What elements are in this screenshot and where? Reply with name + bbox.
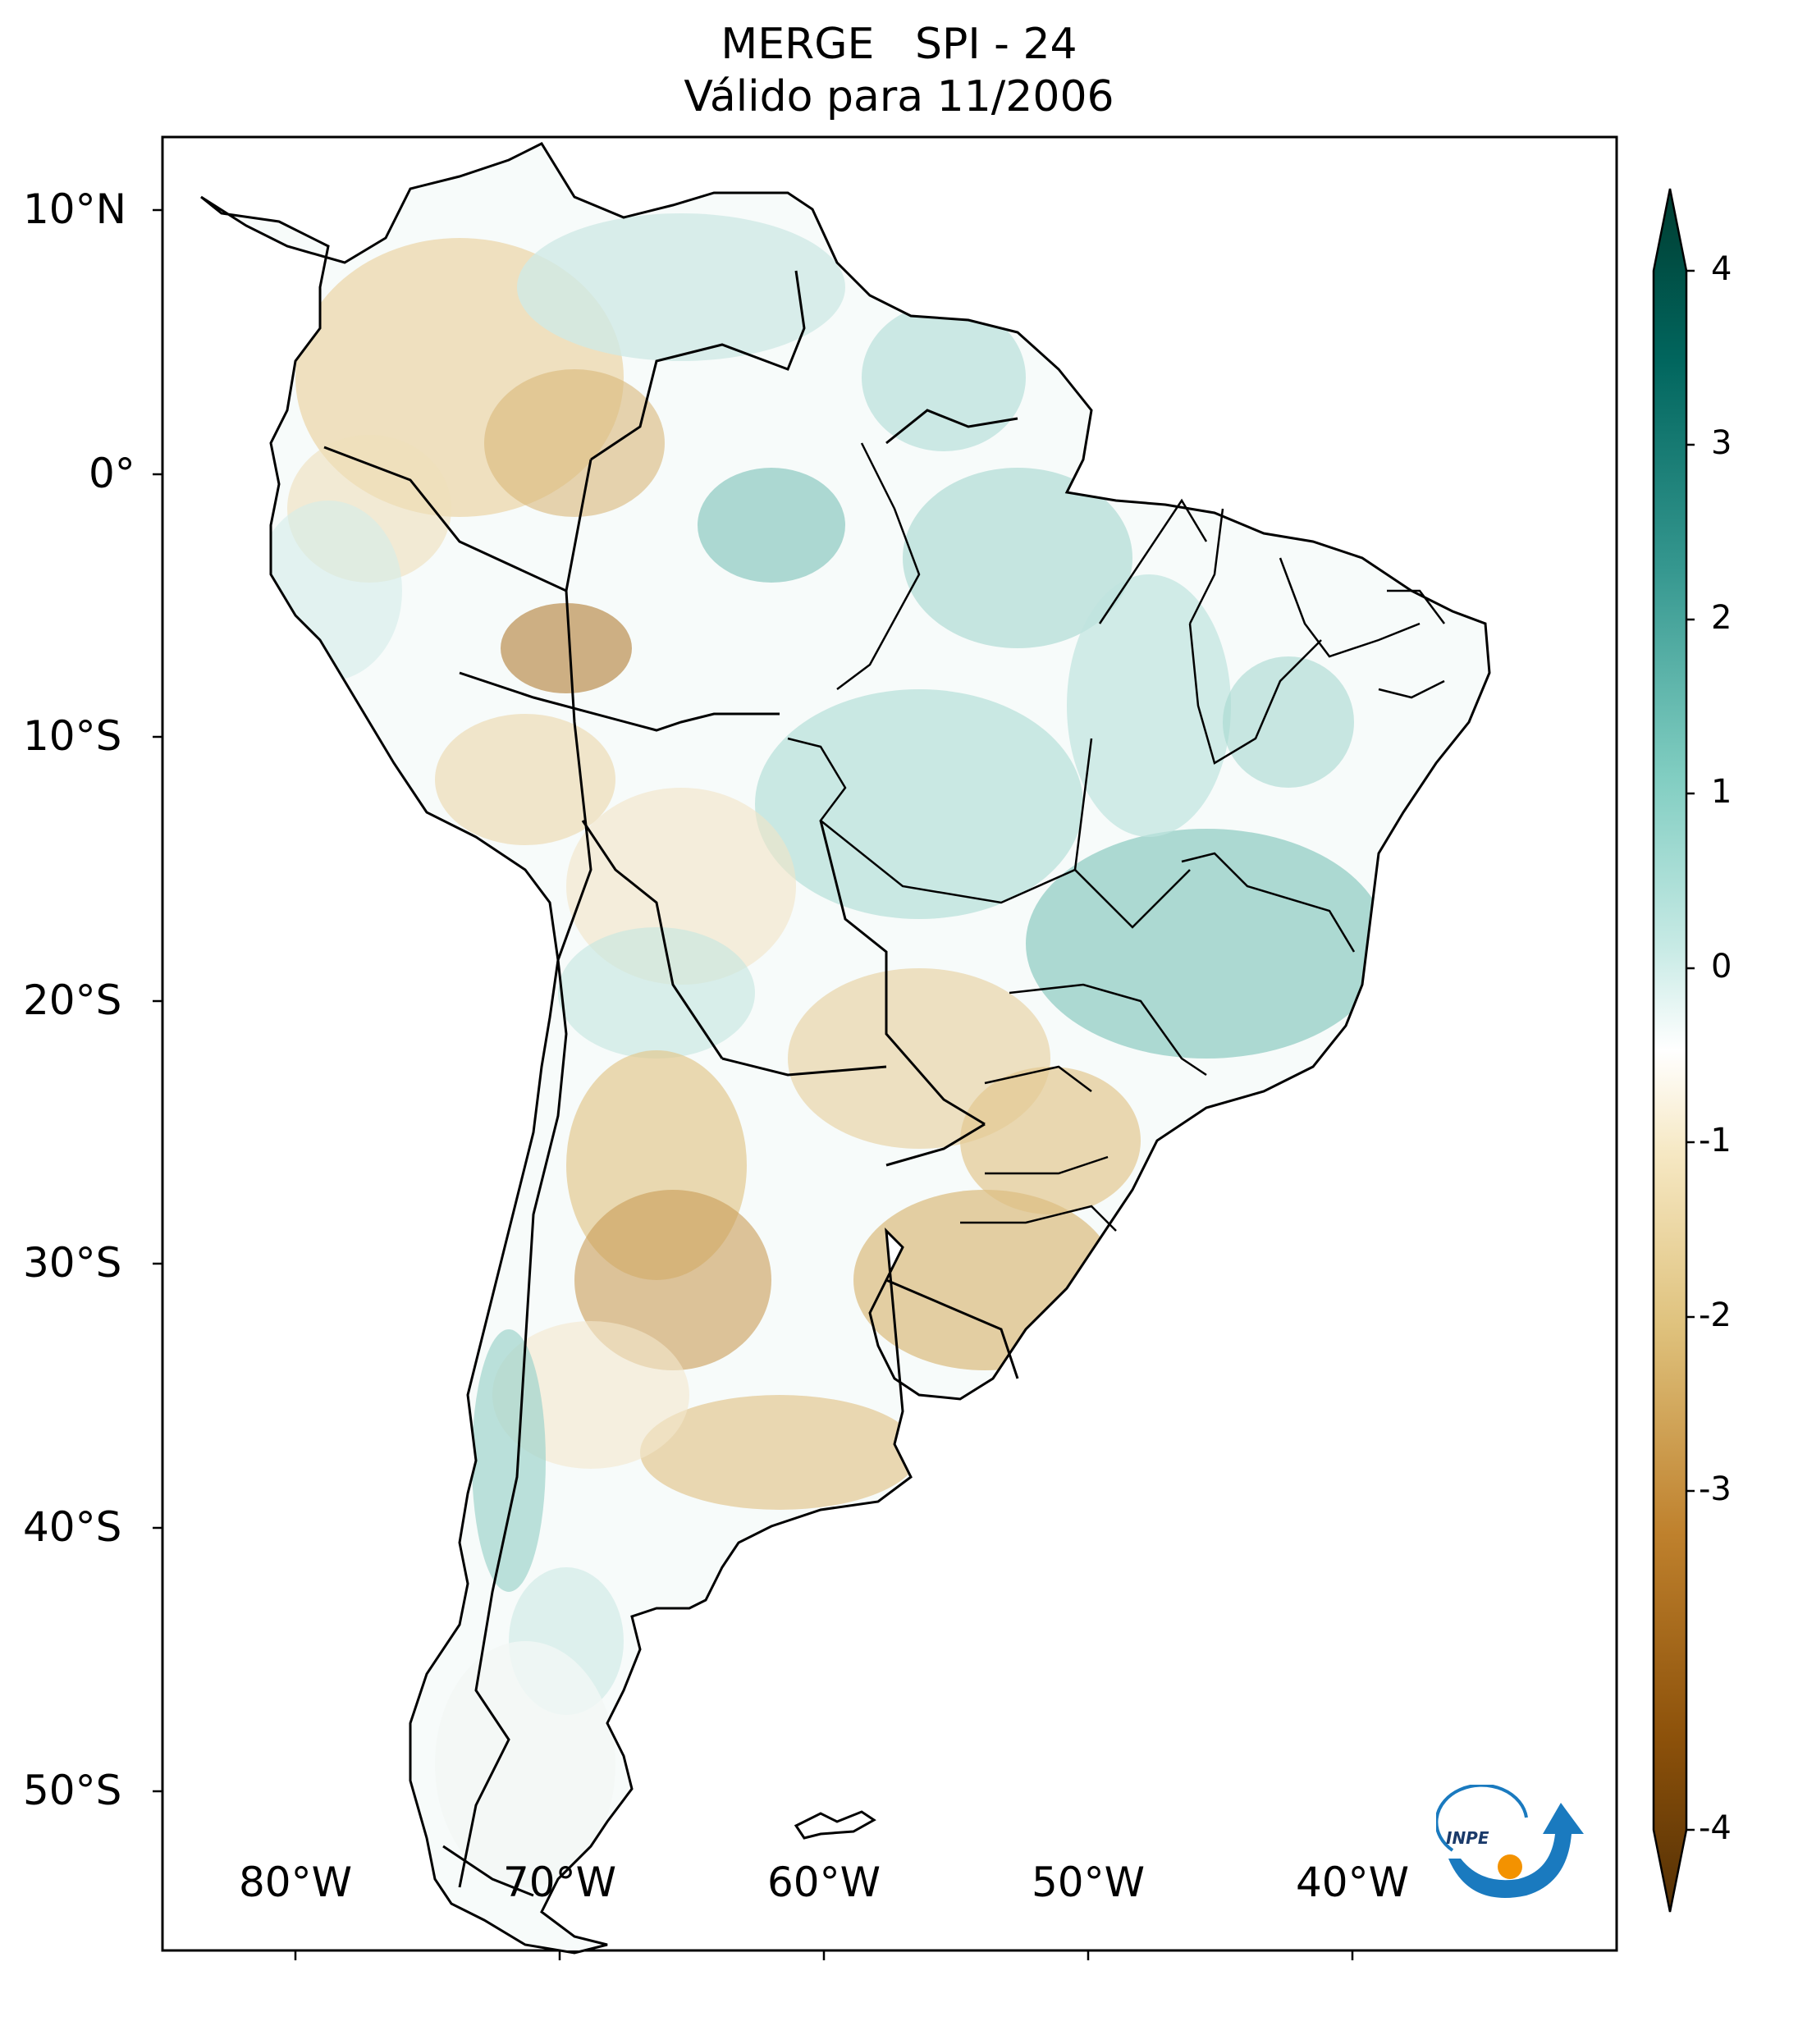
lon-tick-label: 80°W <box>238 1859 353 1906</box>
axis-ticks <box>153 208 1354 1960</box>
colorbar <box>1652 188 1695 1913</box>
country-borders <box>323 270 1019 1897</box>
title-line-1: MERGE SPI - 24 <box>721 20 1077 69</box>
inpe-logo-text: INPE <box>1446 1828 1489 1848</box>
lat-tick-label: 0° <box>89 450 135 497</box>
lon-tick-label: 70°W <box>502 1859 617 1906</box>
lat-tick-label: 50°S <box>23 1767 122 1814</box>
lat-tick-label: 10°N <box>23 185 127 233</box>
state-borders <box>787 442 1445 1232</box>
lat-tick-label: 20°S <box>23 976 122 1024</box>
lon-tick-label: 40°W <box>1295 1859 1410 1906</box>
colorbar-tick-label: 0 <box>1711 948 1732 985</box>
lat-tick-label: 10°S <box>23 712 122 760</box>
colorbar-tick-label: -3 <box>1699 1470 1732 1508</box>
colorbar-tick-label: -4 <box>1699 1809 1732 1847</box>
title-line-2: Válido para 11/2006 <box>684 72 1114 121</box>
inpe-logo-sun <box>1498 1854 1522 1879</box>
colorbar-tick-label: 4 <box>1711 250 1732 288</box>
lon-tick-label: 60°W <box>766 1859 881 1906</box>
falkland-islands <box>794 1810 876 1840</box>
map-title: MERGE SPI - 24 Válido para 11/2006 <box>0 18 1798 123</box>
lat-tick-label: 40°S <box>23 1503 122 1551</box>
inpe-logo: INPE <box>1436 1785 1584 1898</box>
colorbar-tick-label: -1 <box>1699 1122 1732 1159</box>
lon-tick-label: 50°W <box>1031 1859 1146 1906</box>
colorbar-tick-label: 2 <box>1711 599 1732 637</box>
colorbar-tick-label: 1 <box>1711 773 1732 811</box>
colorbar-tick-label: -2 <box>1699 1296 1732 1334</box>
lat-tick-label: 30°S <box>23 1239 122 1287</box>
colorbar-tick-label: 3 <box>1711 424 1732 462</box>
colorbar-body <box>1652 188 1688 1913</box>
